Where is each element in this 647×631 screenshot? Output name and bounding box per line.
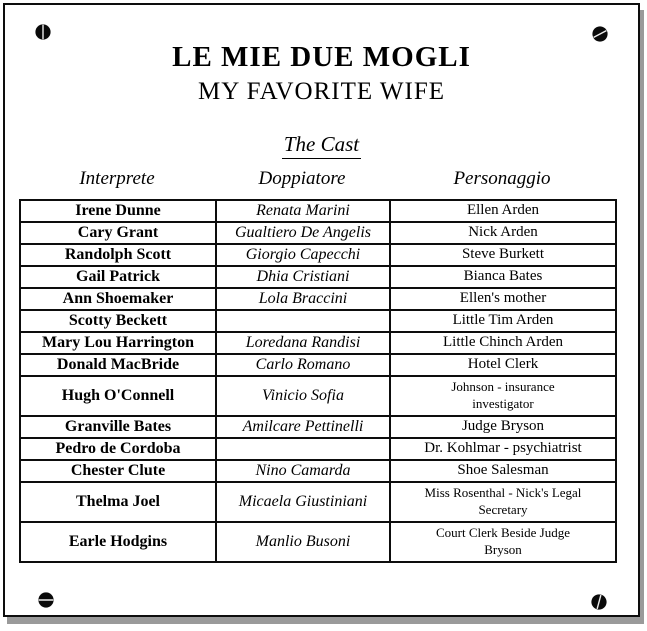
cell-interprete: Mary Lou Harrington	[19, 331, 217, 355]
cast-table-body: Irene Dunne Renata Marini Ellen Arden Cary …	[19, 199, 617, 563]
table-row: Ann Shoemaker Lola Braccini Ellen's mother	[19, 287, 617, 311]
cell-doppiatore: Amilcare Pettinelli	[215, 415, 391, 439]
cell-doppiatore: Vinicio Sofia	[215, 375, 391, 417]
table-row: Granville Bates Amilcare Pettinelli Judge …	[19, 415, 617, 439]
movie-title-italian: LE MIE DUE MOGLI	[172, 41, 471, 73]
table-row: Hugh O'Connell Vinicio Sofia Johnson - ins…	[19, 375, 617, 417]
cell-interprete: Cary Grant	[19, 221, 217, 245]
cell-doppiatore: Dhia Cristiani	[215, 265, 391, 289]
cell-doppiatore	[215, 437, 391, 461]
table-row: Donald MacBride Carlo Romano Hotel Clerk	[19, 353, 617, 377]
cell-personaggio: Bianca Bates	[389, 265, 617, 289]
screw-top-right-icon	[592, 26, 608, 42]
section-heading-wrap: The Cast	[5, 132, 638, 159]
cell-personaggio: Ellen Arden	[389, 199, 617, 223]
table-row: Pedro de Cordoba Dr. Kohlmar - psychiatri…	[19, 437, 617, 461]
cell-interprete: Ann Shoemaker	[19, 287, 217, 311]
cell-personaggio: Hotel Clerk	[389, 353, 617, 377]
cell-doppiatore: Micaela Giustiniani	[215, 481, 391, 523]
cell-interprete: Granville Bates	[19, 415, 217, 439]
table-row: Mary Lou Harrington Loredana Randisi Littl…	[19, 331, 617, 355]
cell-interprete: Randolph Scott	[19, 243, 217, 267]
column-header-personaggio: Personaggio	[453, 168, 551, 189]
cell-interprete: Scotty Beckett	[19, 309, 217, 333]
section-heading: The Cast	[281, 132, 362, 159]
column-header-interprete: Interprete	[79, 168, 155, 189]
column-header-doppiatore: Doppiatore	[258, 168, 346, 189]
cell-interprete: Hugh O'Connell	[19, 375, 217, 417]
screw-bottom-left-icon	[38, 592, 54, 608]
cell-doppiatore: Gualtiero De Angelis	[215, 221, 391, 245]
table-row: Scotty Beckett Little Tim Arden	[19, 309, 617, 333]
table-column-headers: Interprete Doppiatore Personaggio	[19, 168, 615, 190]
cast-table: Irene Dunne Renata Marini Ellen Arden Cary …	[19, 199, 617, 563]
cell-personaggio: Ellen's mother	[389, 287, 617, 311]
cell-interprete: Gail Patrick	[19, 265, 217, 289]
table-row: Thelma Joel Micaela Giustiniani Miss Rosen…	[19, 481, 617, 523]
cell-personaggio: Dr. Kohlmar - psychiatrist	[389, 437, 617, 461]
cell-doppiatore: Loredana Randisi	[215, 331, 391, 355]
cell-personaggio: Shoe Salesman	[389, 459, 617, 483]
cell-interprete: Earle Hodgins	[19, 521, 217, 563]
screw-bottom-right-icon	[591, 594, 607, 610]
cell-doppiatore: Nino Camarda	[215, 459, 391, 483]
screw-top-left-icon	[35, 24, 51, 40]
cell-interprete: Chester Clute	[19, 459, 217, 483]
cell-doppiatore: Lola Braccini	[215, 287, 391, 311]
cell-interprete: Donald MacBride	[19, 353, 217, 377]
plaque-panel: LE MIE DUE MOGLI MY FAVORITE WIFE The Ca…	[3, 3, 640, 617]
cell-doppiatore: Manlio Busoni	[215, 521, 391, 563]
table-row: Gail Patrick Dhia Cristiani Bianca Bates	[19, 265, 617, 289]
cell-personaggio: Court Clerk Beside Judge Bryson	[389, 521, 617, 563]
table-row: Chester Clute Nino Camarda Shoe Salesman	[19, 459, 617, 483]
cell-doppiatore: Carlo Romano	[215, 353, 391, 377]
cell-personaggio: Judge Bryson	[389, 415, 617, 439]
cell-personaggio: Little Chinch Arden	[389, 331, 617, 355]
table-row: Earle Hodgins Manlio Busoni Court Clerk Be…	[19, 521, 617, 563]
cell-personaggio: Little Tim Arden	[389, 309, 617, 333]
table-row: Randolph Scott Giorgio Capecchi Steve Burk…	[19, 243, 617, 267]
table-row: Irene Dunne Renata Marini Ellen Arden	[19, 199, 617, 223]
cell-doppiatore: Giorgio Capecchi	[215, 243, 391, 267]
cell-doppiatore: Renata Marini	[215, 199, 391, 223]
cell-personaggio: Steve Burkett	[389, 243, 617, 267]
cell-personaggio: Nick Arden	[389, 221, 617, 245]
cell-personaggio: Miss Rosenthal - Nick's Legal Secretary	[389, 481, 617, 523]
cell-interprete: Thelma Joel	[19, 481, 217, 523]
movie-title-english: MY FAVORITE WIFE	[197, 78, 446, 105]
table-row: Cary Grant Gualtiero De Angelis Nick Arden	[19, 221, 617, 245]
cell-interprete: Irene Dunne	[19, 199, 217, 223]
cell-doppiatore	[215, 309, 391, 333]
cell-interprete: Pedro de Cordoba	[19, 437, 217, 461]
cell-personaggio: Johnson - insurance investigator	[389, 375, 617, 417]
